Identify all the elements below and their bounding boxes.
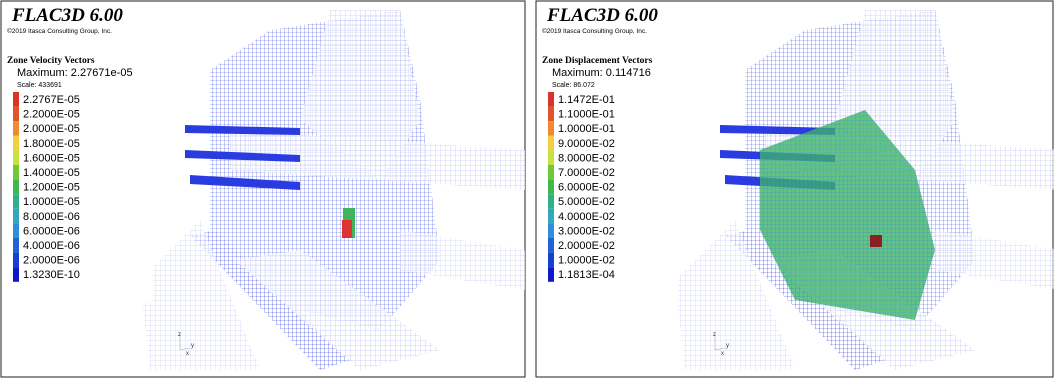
legend-swatch <box>13 223 19 238</box>
legend-swatch <box>13 209 19 224</box>
copyright: ©2019 Itasca Consulting Group, Inc. <box>7 27 112 35</box>
legend-label: 8.0000E-06 <box>23 211 80 223</box>
legend-label: 4.0000E-06 <box>23 240 80 252</box>
legend-label: 1.1000E-01 <box>558 109 615 121</box>
legend-label: 1.6000E-05 <box>23 152 80 164</box>
legend-swatch <box>548 209 554 224</box>
legend-swatch <box>13 238 19 253</box>
legend-swatch <box>548 107 554 122</box>
legend-label: 1.0000E-01 <box>558 123 615 135</box>
legend-swatch <box>13 136 19 151</box>
legend-label: 1.0000E-05 <box>23 196 80 208</box>
legend-label: 1.1813E-04 <box>558 269 615 281</box>
legend-swatch <box>548 223 554 238</box>
legend-swatch <box>548 136 554 151</box>
copyright: ©2019 Itasca Consulting Group, Inc. <box>542 27 647 35</box>
legend-swatch <box>13 150 19 165</box>
axis-label: x <box>186 351 189 357</box>
legend-swatch <box>548 121 554 136</box>
legend-label: 2.0000E-05 <box>23 123 80 135</box>
legend-label: 1.8000E-05 <box>23 138 80 150</box>
maximum: Maximum: 2.27671e-05 <box>17 67 133 79</box>
legend-swatch <box>13 92 19 107</box>
legend-label: 3.0000E-02 <box>558 225 615 237</box>
screenshot: FLAC3D 6.00©2019 Itasca Consulting Group… <box>0 0 1054 378</box>
legend-swatch <box>13 253 19 268</box>
legend-label: 2.0000E-02 <box>558 240 615 252</box>
legend-label: 8.0000E-02 <box>558 152 615 164</box>
legend-title: Zone Displacement Vectors <box>542 56 653 66</box>
axis-label: z <box>713 332 716 338</box>
axis-label: y <box>191 343 194 349</box>
legend-label: 2.2000E-05 <box>23 109 80 121</box>
legend-swatch <box>13 165 19 180</box>
legend-swatch <box>13 180 19 195</box>
legend-label: 6.0000E-06 <box>23 225 80 237</box>
legend-label: 6.0000E-02 <box>558 182 615 194</box>
legend-swatch <box>548 238 554 253</box>
axis-label: z <box>178 332 181 338</box>
scale: Scale: 433691 <box>17 82 62 89</box>
legend-label: 7.0000E-02 <box>558 167 615 179</box>
legend-swatch <box>548 150 554 165</box>
legend-label: 4.0000E-02 <box>558 211 615 223</box>
maximum: Maximum: 0.114716 <box>552 67 651 79</box>
axis-label: y <box>726 343 729 349</box>
legend-label: 5.0000E-02 <box>558 196 615 208</box>
legend-label: 1.3230E-10 <box>23 269 80 281</box>
scale: Scale: 86.072 <box>552 82 595 89</box>
legend-swatch <box>13 194 19 209</box>
legend-swatch <box>548 253 554 268</box>
legend-swatch <box>548 267 554 282</box>
legend-label: 9.0000E-02 <box>558 138 615 150</box>
legend-label: 1.0000E-02 <box>558 255 615 267</box>
legend-swatch <box>548 92 554 107</box>
legend-label: 2.0000E-06 <box>23 255 80 267</box>
app-title: FLAC3D 6.00 <box>546 5 658 26</box>
displacement-cluster <box>870 235 882 247</box>
legend-title: Zone Velocity Vectors <box>7 56 95 66</box>
legend-swatch <box>13 107 19 122</box>
legend-swatch <box>13 121 19 136</box>
legend-swatch <box>548 180 554 195</box>
legend-label: 1.2000E-05 <box>23 182 80 194</box>
legend-label: 1.1472E-01 <box>558 94 615 106</box>
legend-swatch <box>13 267 19 282</box>
model-view <box>140 10 525 370</box>
axis-label: x <box>721 351 724 357</box>
legend-label: 1.4000E-05 <box>23 167 80 179</box>
legend-swatch <box>548 194 554 209</box>
legend-label: 2.2767E-05 <box>23 94 80 106</box>
app-title: FLAC3D 6.00 <box>11 5 123 26</box>
legend-swatch <box>548 165 554 180</box>
velocity-cluster <box>342 208 355 238</box>
